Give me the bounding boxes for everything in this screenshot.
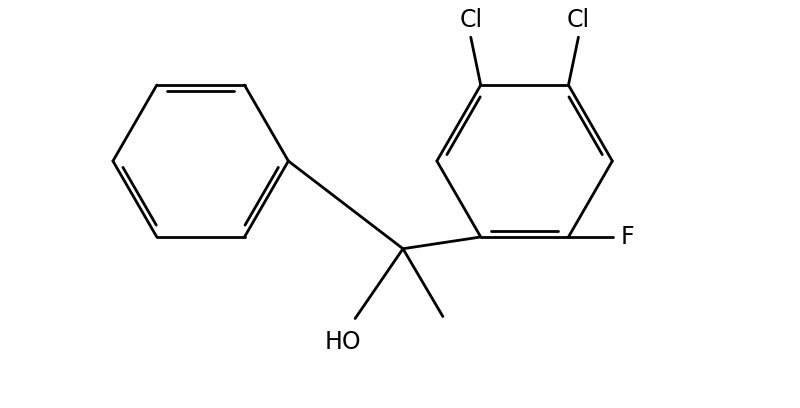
Text: Cl: Cl <box>459 8 482 32</box>
Text: Cl: Cl <box>567 8 590 32</box>
Text: HO: HO <box>325 330 362 355</box>
Text: F: F <box>620 225 634 249</box>
